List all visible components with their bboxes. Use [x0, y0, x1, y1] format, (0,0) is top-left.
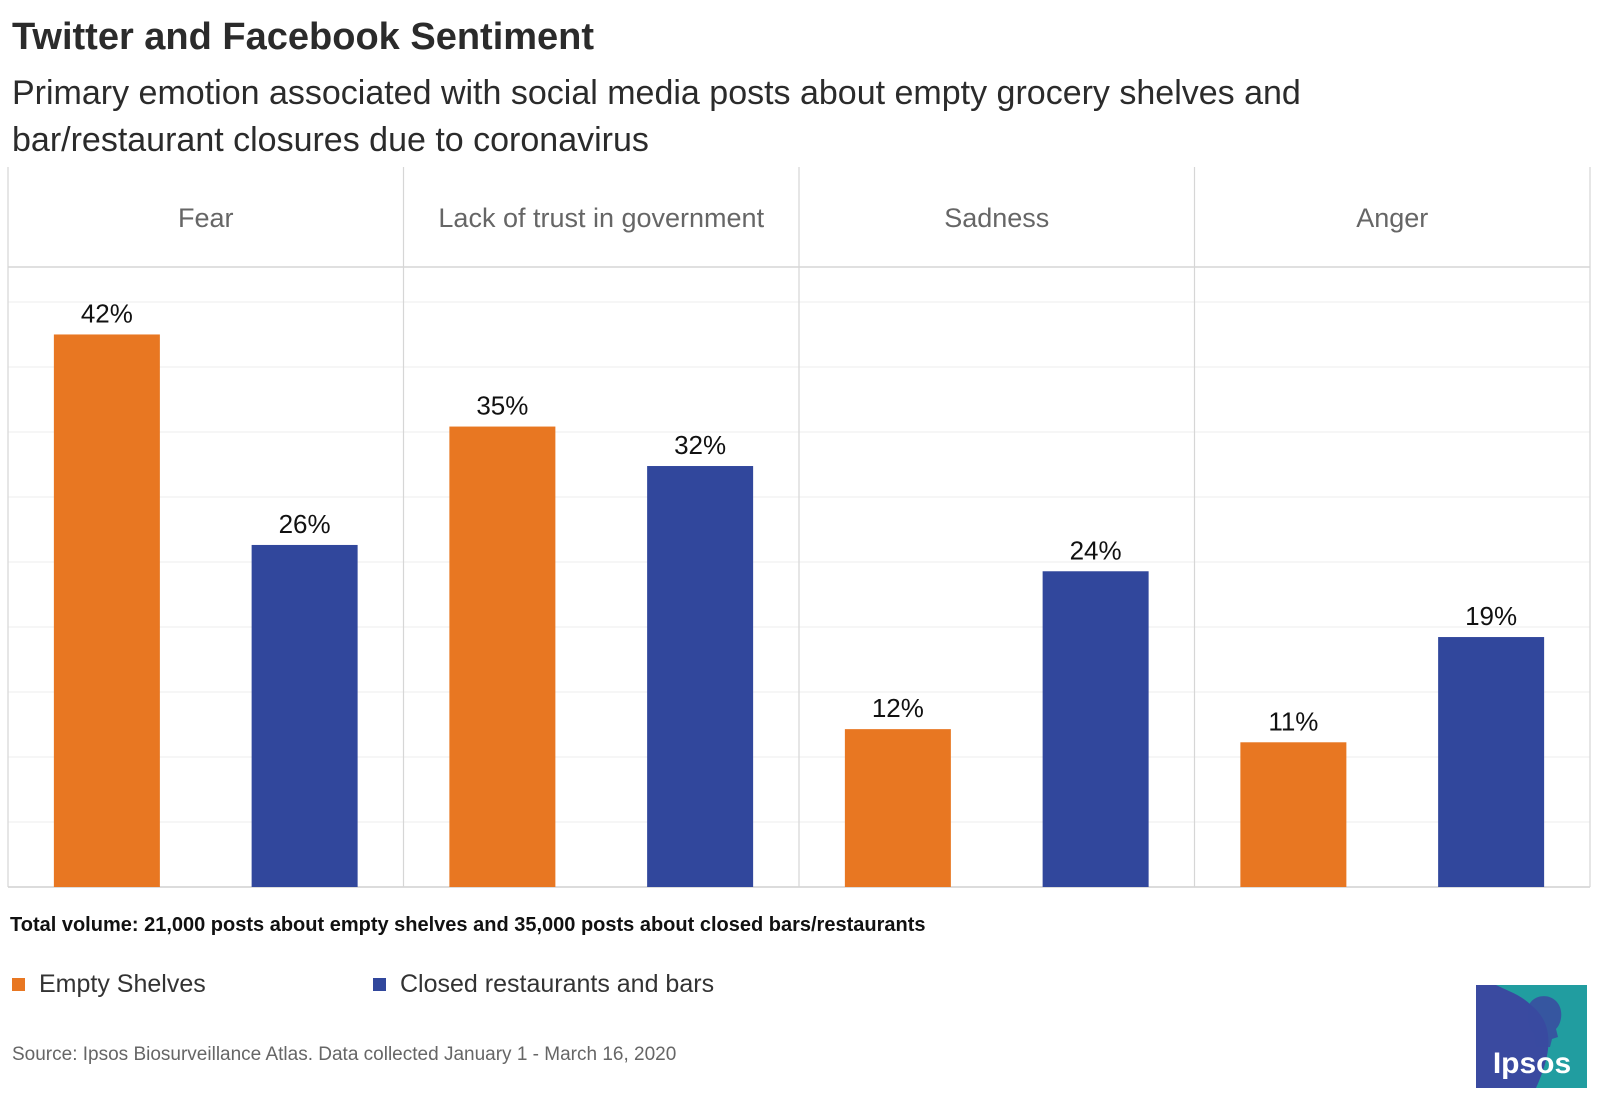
bar-closed-restaurants — [1042, 571, 1149, 887]
data-label: 24% — [1070, 535, 1122, 565]
bar-empty-shelves — [844, 729, 951, 887]
legend-item-closed-restaurants: Closed restaurants and bars — [373, 970, 714, 999]
category-label: Lack of trust in government — [438, 203, 764, 233]
data-label: 35% — [476, 391, 528, 421]
legend-label-empty-shelves: Empty Shelves — [39, 970, 206, 998]
data-label: 12% — [872, 693, 924, 723]
bar-empty-shelves — [449, 426, 556, 887]
bar-empty-shelves — [1240, 742, 1347, 887]
data-label: 42% — [81, 298, 133, 328]
chart-subtitle: Primary emotion associated with social m… — [12, 74, 1301, 159]
logo-text: Ipsos — [1493, 1047, 1571, 1080]
data-label: 26% — [279, 509, 331, 539]
bar-closed-restaurants — [1438, 637, 1545, 887]
legend-swatch-closed-restaurants — [373, 978, 386, 991]
category-label: Fear — [178, 203, 234, 233]
data-label: 11% — [1268, 706, 1318, 736]
ipsos-logo: Ipsos — [1476, 985, 1587, 1088]
total-volume-note: Total volume: 21,000 posts about empty s… — [10, 914, 926, 936]
bar-closed-restaurants — [251, 544, 358, 887]
bar-empty-shelves — [53, 334, 160, 887]
source-note: Source: Ipsos Biosurveillance Atlas. Dat… — [12, 1044, 677, 1065]
legend-swatch-empty-shelves — [12, 978, 25, 991]
bar-closed-restaurants — [647, 466, 754, 887]
legend-item-empty-shelves: Empty Shelves — [12, 970, 206, 999]
data-label: 32% — [674, 430, 726, 460]
category-label: Sadness — [944, 203, 1049, 233]
data-label: 19% — [1465, 601, 1517, 631]
chart-title: Twitter and Facebook Sentiment — [12, 16, 595, 58]
legend-label-closed-restaurants: Closed restaurants and bars — [400, 970, 715, 998]
bar-chart: Fear Lack of trust in government Sadness An… — [7, 167, 1591, 888]
category-label: Anger — [1356, 203, 1428, 233]
